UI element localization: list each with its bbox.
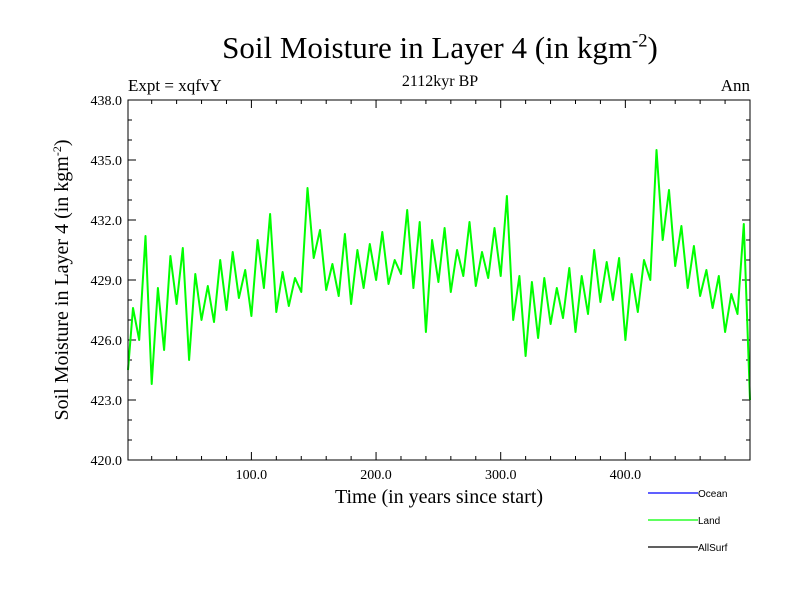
experiment-label: Expt = xqfvY	[128, 76, 222, 95]
y-tick-label: 420.0	[91, 454, 123, 469]
season-label: Ann	[720, 76, 750, 95]
y-axis-label: Soil Moisture in Layer 4 (in kgm-2)	[50, 139, 73, 420]
y-tick-label: 423.0	[91, 394, 123, 409]
x-tick-label: 400.0	[610, 468, 642, 483]
legend-label: Land	[698, 516, 720, 527]
chart-title-end: )	[647, 30, 658, 65]
x-axis-label: Time (in years since start)	[334, 486, 544, 508]
chart-title-text: Soil Moisture in Layer 4 (in kgm	[222, 30, 632, 65]
legend-label: AllSurf	[698, 543, 728, 554]
y-tick-label: 432.0	[91, 214, 123, 229]
chart-subtitle: 2112kyr BP	[401, 73, 479, 90]
y-axis-label-text: Soil Moisture in Layer 4 (in kgm	[51, 156, 73, 421]
y-tick-label: 438.0	[91, 94, 123, 109]
chart-title-superscript: -2	[632, 30, 648, 52]
x-tick-label: 200.0	[360, 468, 392, 483]
y-tick-label: 435.0	[91, 154, 123, 169]
plot-frame	[127, 99, 751, 461]
y-axis-label-end: )	[51, 139, 73, 146]
y-tick-label: 426.0	[91, 334, 123, 349]
y-tick-label: 429.0	[91, 274, 123, 289]
x-tick-label: 300.0	[485, 468, 517, 483]
legend-label: Ocean	[698, 489, 727, 500]
tick-labels: 420.0 423.0 426.0 429.0 432.0 435.0 438.0 100.0…	[91, 94, 642, 483]
x-tick-label: 100.0	[236, 468, 268, 483]
series-layer	[127, 149, 751, 401]
legend: Ocean Land AllSurf	[648, 489, 728, 554]
chart-title: Soil Moisture in Layer 4 (in kgm-2)	[0, 30, 800, 66]
y-axis-label-superscript: -2	[50, 146, 64, 156]
series-line-land	[127, 149, 751, 401]
